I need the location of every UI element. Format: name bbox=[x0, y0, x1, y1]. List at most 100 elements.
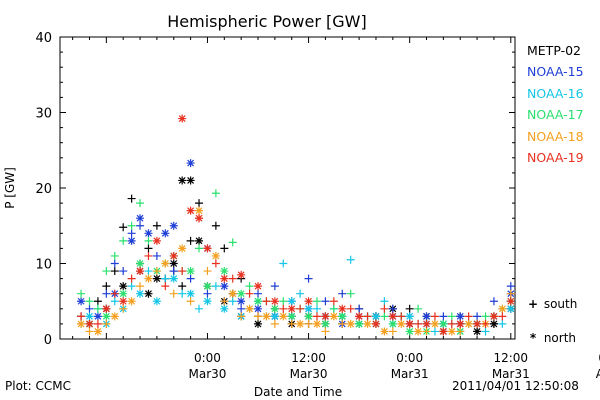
south-data-point bbox=[211, 189, 220, 198]
south-data-point bbox=[397, 312, 406, 321]
north-data-point bbox=[262, 312, 271, 321]
north-data-point bbox=[102, 312, 111, 321]
north-data-point bbox=[254, 304, 263, 313]
south-data-point bbox=[144, 244, 153, 253]
south-data-point bbox=[498, 312, 507, 321]
north-data-point bbox=[127, 297, 136, 306]
north-data-point bbox=[102, 304, 111, 313]
north-data-point bbox=[439, 319, 448, 328]
north-data-point bbox=[77, 297, 86, 306]
south-data-point bbox=[178, 289, 187, 298]
north-data-point bbox=[220, 267, 229, 276]
south-data-point bbox=[287, 319, 296, 328]
north-data-point bbox=[119, 289, 128, 298]
south-data-point bbox=[119, 267, 128, 276]
south-data-point bbox=[127, 194, 136, 203]
south-data-point bbox=[161, 282, 170, 291]
south-data-point bbox=[355, 304, 364, 313]
south-data-point bbox=[110, 289, 119, 298]
south-data-point bbox=[296, 289, 305, 298]
north-data-point bbox=[506, 297, 515, 306]
south-data-point bbox=[430, 327, 439, 336]
south-data-point bbox=[414, 319, 423, 328]
north-data-point bbox=[144, 274, 153, 283]
x-tick-label-date: Apr 1 bbox=[596, 367, 600, 381]
north-data-point bbox=[254, 319, 263, 328]
south-data-point bbox=[119, 223, 128, 232]
south-data-point bbox=[380, 312, 389, 321]
south-data-point bbox=[110, 251, 119, 260]
north-data-point bbox=[430, 319, 439, 328]
north-data-point bbox=[85, 312, 94, 321]
north-data-point bbox=[195, 236, 204, 245]
north-data-point bbox=[211, 251, 220, 260]
south-data-point bbox=[102, 319, 111, 328]
north-data-point bbox=[321, 312, 330, 321]
north-data-point bbox=[169, 251, 178, 260]
north-data-point bbox=[203, 297, 212, 306]
north-data-point bbox=[237, 270, 246, 279]
south-data-point bbox=[161, 274, 170, 283]
north-data-point bbox=[144, 289, 153, 298]
chart-title: Hemispheric Power [GW] bbox=[167, 12, 366, 31]
south-data-point bbox=[110, 297, 119, 306]
south-data-point bbox=[254, 289, 263, 298]
south-data-point bbox=[144, 251, 153, 260]
north-data-point bbox=[439, 327, 448, 336]
north-data-point bbox=[498, 304, 507, 313]
south-data-point bbox=[110, 267, 119, 276]
data-points bbox=[77, 114, 515, 336]
x-tick-label-date: Mar31 bbox=[492, 367, 530, 381]
south-data-point bbox=[430, 312, 439, 321]
south-data-point bbox=[498, 319, 507, 328]
legend-item-noaa-17: NOAA-17 bbox=[527, 107, 584, 123]
north-data-point bbox=[270, 297, 279, 306]
north-data-point bbox=[161, 229, 170, 238]
north-data-point bbox=[186, 176, 195, 185]
legend-item-noaa-16: NOAA-16 bbox=[527, 85, 584, 101]
south-data-point bbox=[237, 304, 246, 313]
south-data-point bbox=[279, 259, 288, 268]
south-data-point bbox=[380, 297, 389, 306]
south-data-point bbox=[211, 282, 220, 291]
north-data-point bbox=[304, 312, 313, 321]
plot-frame bbox=[59, 36, 516, 340]
y-tick-label: 0 bbox=[44, 333, 52, 348]
south-data-point bbox=[127, 282, 136, 291]
north-data-point bbox=[169, 259, 178, 268]
south-data-point bbox=[270, 319, 279, 328]
south-data-point bbox=[380, 304, 389, 313]
plot-timestamp: 2011/04/01 12:50:08 bbox=[452, 379, 579, 393]
north-data-point bbox=[203, 282, 212, 291]
north-data-point bbox=[363, 319, 372, 328]
x-tick-label-time: 0:00 bbox=[396, 351, 423, 365]
south-data-point bbox=[228, 297, 237, 306]
south-data-point bbox=[220, 244, 229, 253]
north-data-point bbox=[371, 312, 380, 321]
north-data-point bbox=[119, 282, 128, 291]
north-data-point bbox=[110, 312, 119, 321]
y-tick-label: 10 bbox=[35, 258, 52, 273]
south-data-point bbox=[447, 319, 456, 328]
south-data-point bbox=[169, 289, 178, 298]
north-marker-symbol: * bbox=[529, 331, 537, 345]
south-data-point bbox=[414, 304, 423, 313]
south-data-point bbox=[228, 274, 237, 283]
marker-key-north: * north bbox=[526, 331, 576, 345]
south-data-point bbox=[312, 297, 321, 306]
legend-item-metp-02: METP-02 bbox=[527, 43, 581, 58]
south-data-point bbox=[93, 304, 102, 313]
north-data-point bbox=[296, 319, 305, 328]
south-data-point bbox=[152, 221, 161, 230]
north-data-point bbox=[136, 214, 145, 223]
north-data-point bbox=[287, 304, 296, 313]
north-data-point bbox=[506, 304, 515, 313]
north-data-point bbox=[85, 319, 94, 328]
north-data-point bbox=[346, 319, 355, 328]
north-data-point bbox=[270, 304, 279, 313]
north-data-point bbox=[203, 244, 212, 253]
north-data-point bbox=[186, 159, 195, 168]
south-data-point bbox=[85, 297, 94, 306]
south-data-point bbox=[136, 282, 145, 291]
